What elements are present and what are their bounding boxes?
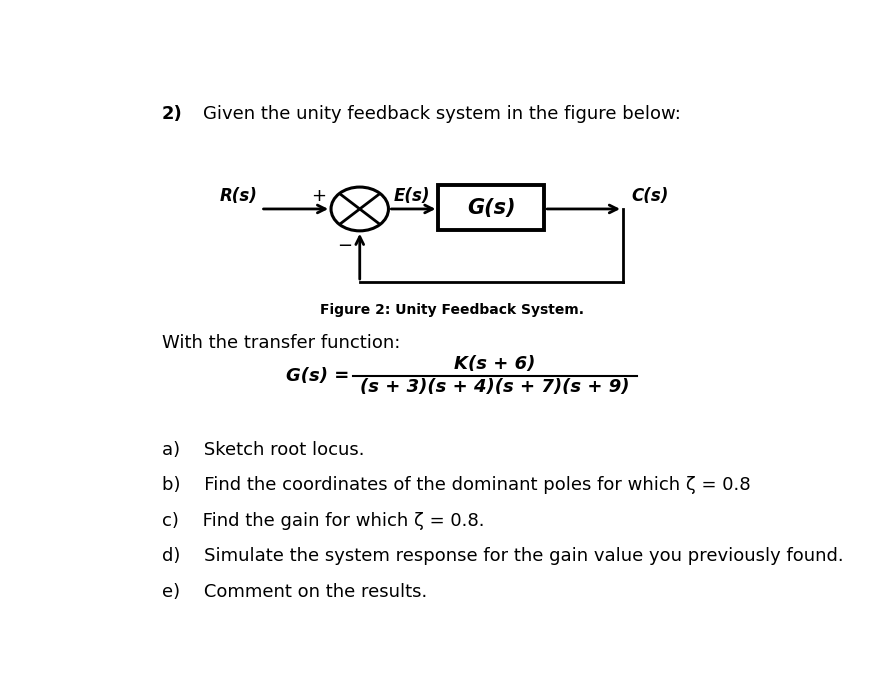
Text: G(s): G(s)	[467, 198, 516, 217]
Text: G(s) =: G(s) =	[286, 367, 349, 385]
Text: K(s + 6): K(s + 6)	[454, 355, 535, 373]
Text: a)  Sketch root locus.: a) Sketch root locus.	[161, 441, 364, 459]
Text: E(s): E(s)	[394, 188, 430, 205]
Text: (s + 3)(s + 4)(s + 7)(s + 9): (s + 3)(s + 4)(s + 7)(s + 9)	[360, 378, 630, 396]
Text: b)  Find the coordinates of the dominant poles for which ζ = 0.8: b) Find the coordinates of the dominant …	[161, 477, 751, 494]
Text: d)  Simulate the system response for the gain value you previously found.: d) Simulate the system response for the …	[161, 547, 843, 565]
Text: −: −	[337, 237, 352, 255]
Text: Figure 2: Unity Feedback System.: Figure 2: Unity Feedback System.	[320, 303, 584, 317]
Text: +: +	[311, 187, 326, 205]
Text: With the transfer function:: With the transfer function:	[161, 334, 400, 352]
Text: c)  Find the gain for which ζ = 0.8.: c) Find the gain for which ζ = 0.8.	[161, 512, 484, 530]
Text: Given the unity feedback system in the figure below:: Given the unity feedback system in the f…	[203, 105, 680, 123]
FancyBboxPatch shape	[438, 185, 544, 230]
Text: 2): 2)	[161, 105, 183, 123]
Text: R(s): R(s)	[220, 188, 258, 205]
Text: C(s): C(s)	[632, 188, 669, 205]
Text: e)  Comment on the results.: e) Comment on the results.	[161, 583, 427, 600]
